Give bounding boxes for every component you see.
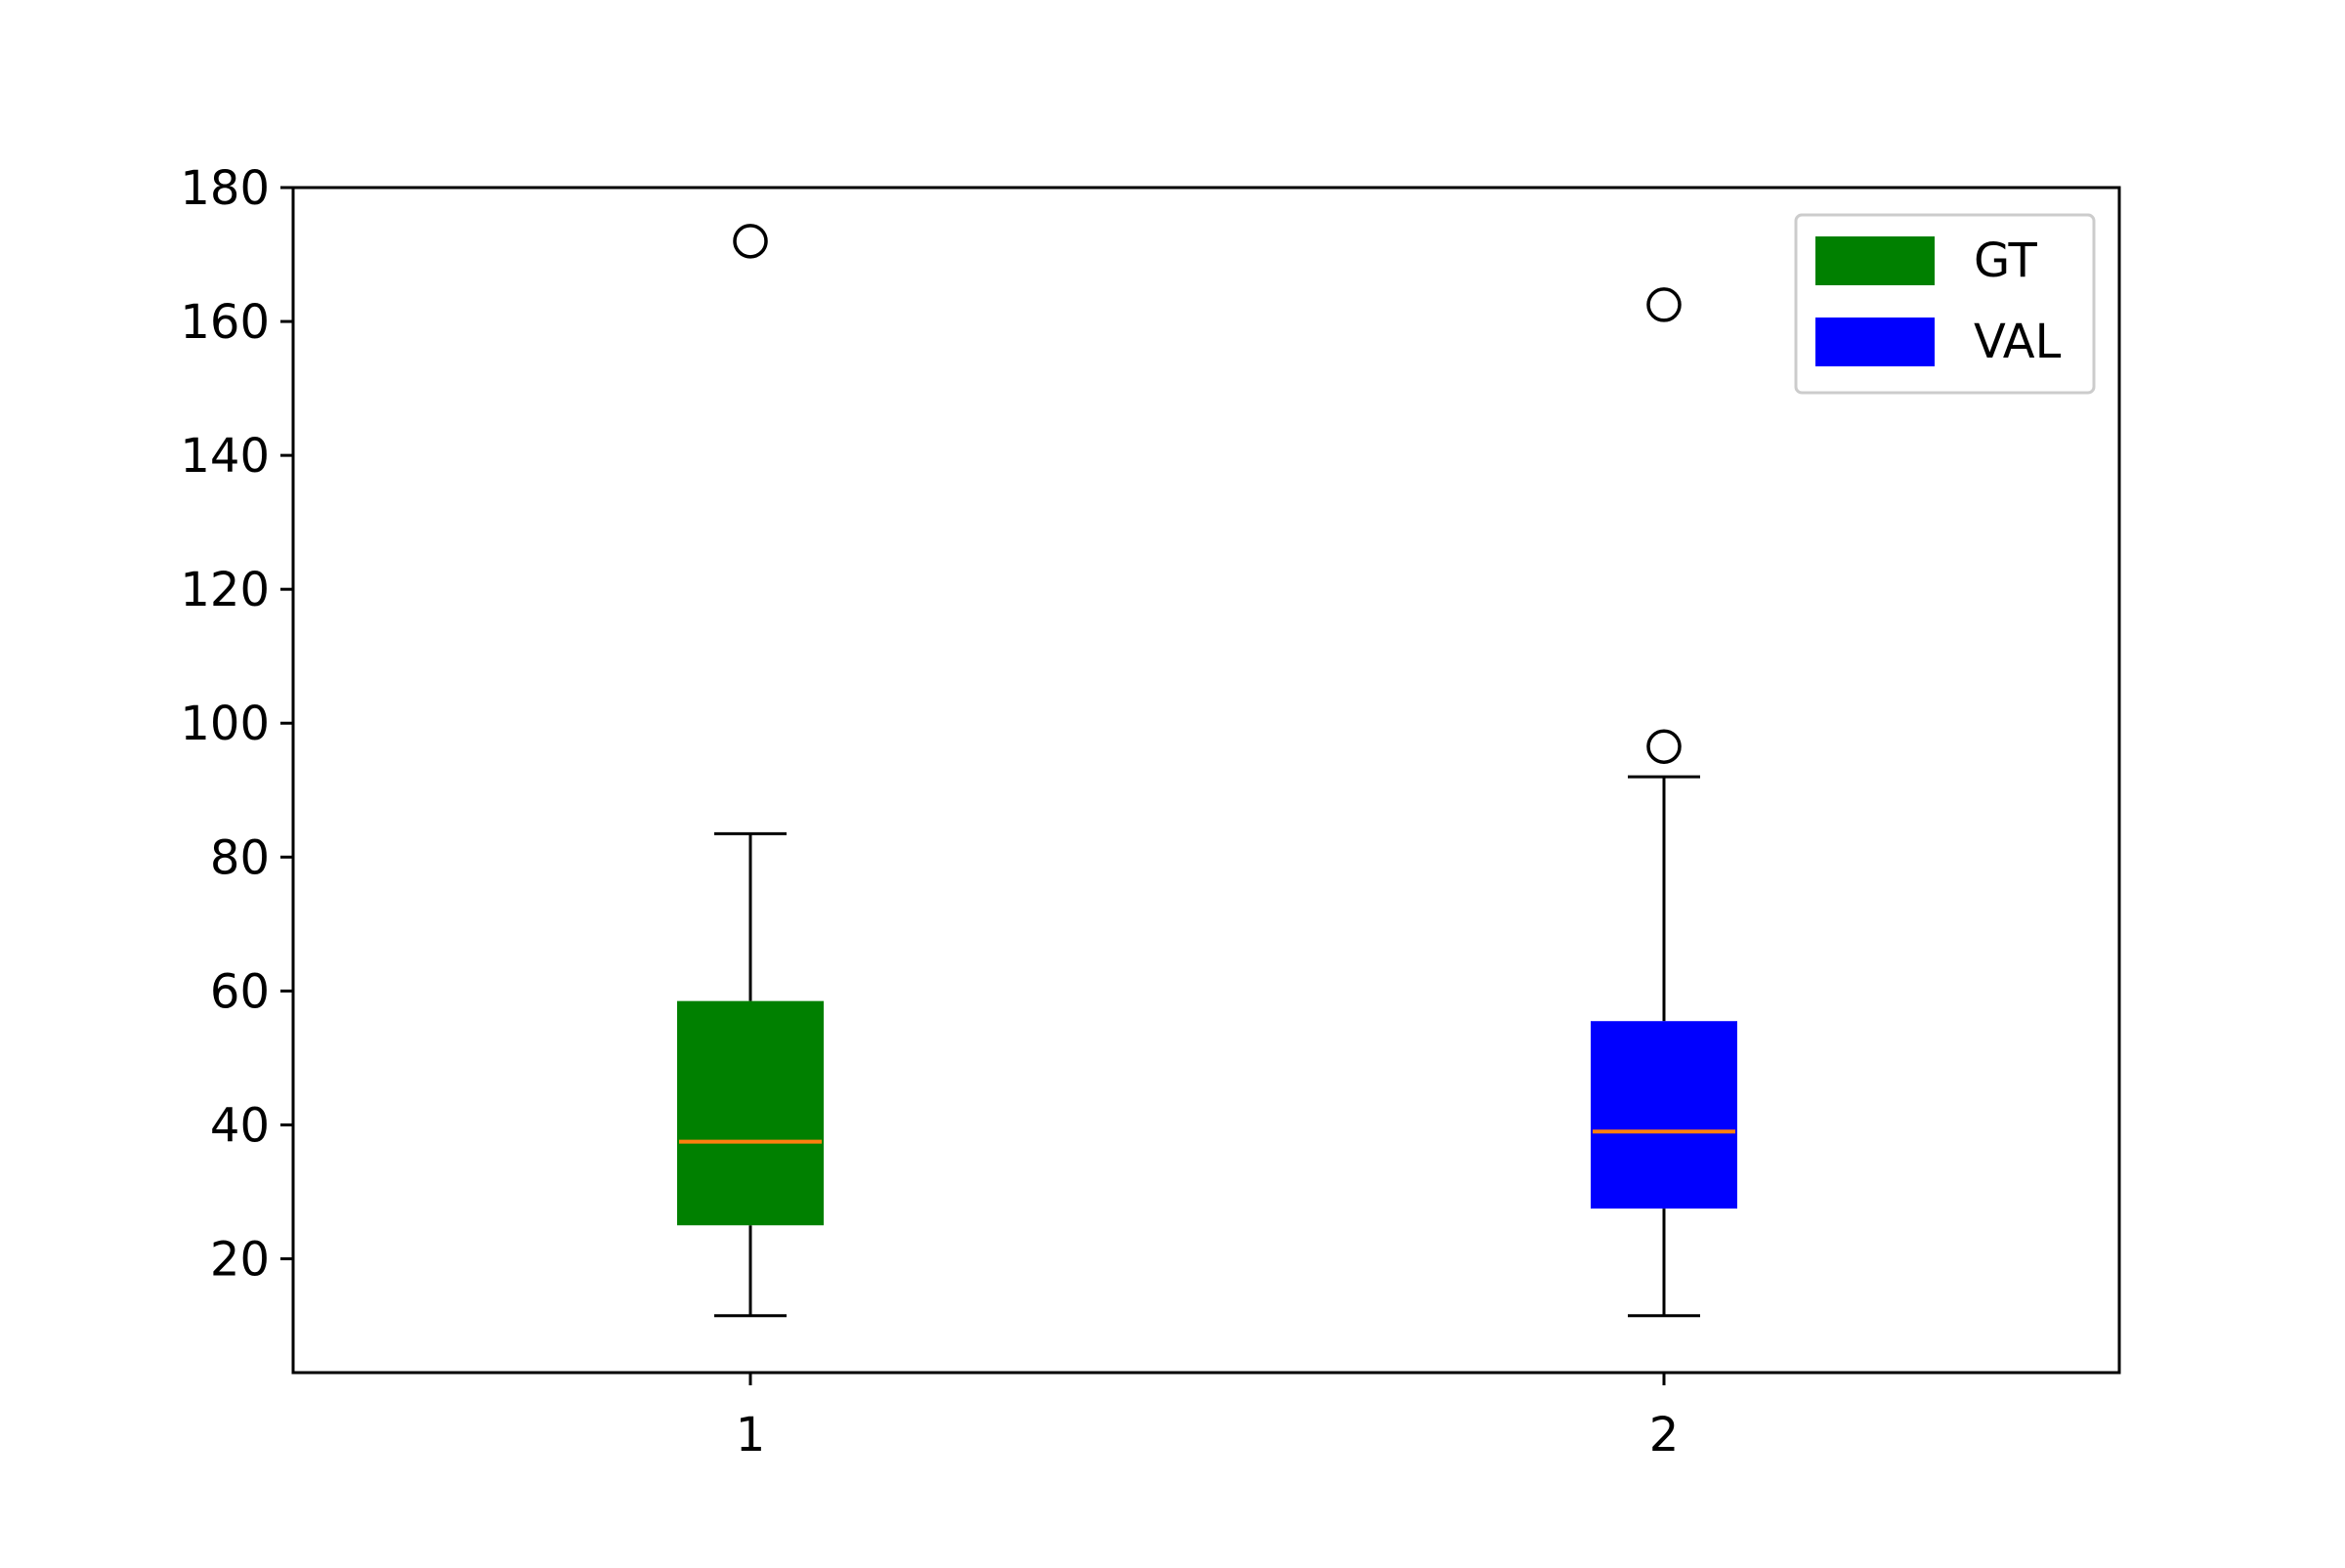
- legend-label-gt: GT: [1974, 233, 2037, 288]
- outlier-point: [1646, 287, 1682, 322]
- x-tick-label: 1: [736, 1408, 766, 1462]
- y-tick-label: 140: [180, 429, 270, 484]
- y-tick-label: 180: [180, 161, 270, 216]
- y-tick-label: 160: [180, 295, 270, 350]
- outlier-point: [1646, 729, 1682, 764]
- box-val: [1591, 1021, 1737, 1209]
- y-tick-label: 120: [180, 563, 270, 617]
- boxes-layer: [677, 224, 1737, 1318]
- y-tick-label: 60: [210, 964, 270, 1019]
- plot-frame: [291, 186, 2121, 1375]
- y-tick-label: 20: [210, 1232, 270, 1287]
- outlier-point: [733, 224, 768, 259]
- legend-swatch-gt: [1815, 236, 1935, 285]
- y-axis: 20 40 60 80 100 120 140 160 180: [180, 161, 293, 1287]
- y-tick-label: 40: [210, 1098, 270, 1153]
- box-group-val: [1591, 287, 1737, 1318]
- legend-swatch-val: [1815, 318, 1935, 366]
- legend-label-val: VAL: [1974, 315, 2062, 369]
- box-group-gt: [677, 224, 824, 1318]
- legend: GT VAL: [1794, 213, 2096, 395]
- box-gt: [677, 1000, 824, 1226]
- y-tick-label: 80: [210, 830, 270, 885]
- y-tick-label: 100: [180, 697, 270, 751]
- x-tick-label: 2: [1649, 1408, 1680, 1462]
